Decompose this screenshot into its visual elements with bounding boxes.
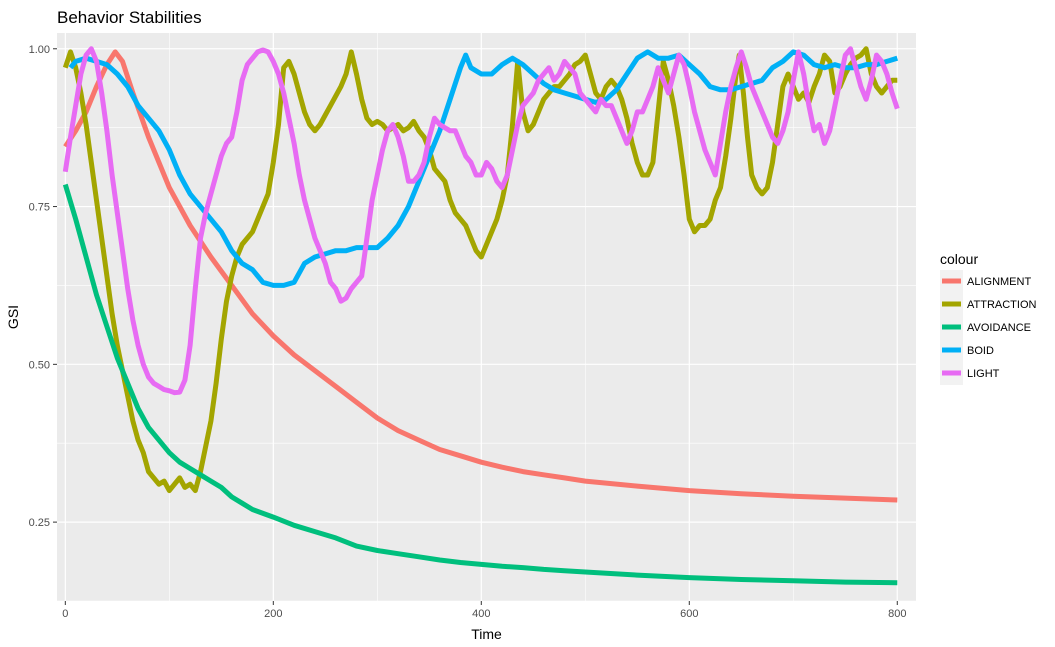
y-tick-label: 0.25	[29, 517, 50, 529]
series-line-attraction	[62, 46, 898, 494]
x-axis-title: Time	[471, 626, 502, 642]
legend-label-light: LIGHT	[967, 368, 1000, 380]
chart-title: Behavior Stabilities	[57, 8, 202, 27]
series-line-alignment	[63, 49, 898, 503]
y-axis-title: GSI	[5, 305, 21, 329]
y-tick-label: 0.75	[29, 202, 50, 214]
axis-ticks: 0 200 400 600 800 0.25 0.50 0.75 1.00	[29, 44, 907, 620]
legend-title: colour	[940, 251, 978, 267]
x-tick-label: 800	[888, 608, 906, 620]
series-line-avoidance	[62, 183, 898, 586]
legend: colour ALIGNMENT ATTRACTION AVOIDANCE BOID L…	[940, 251, 1037, 385]
x-tick-label: 0	[62, 608, 68, 620]
legend-label-boid: BOID	[967, 345, 994, 357]
series-lines	[62, 46, 900, 586]
legend-label-avoidance: AVOIDANCE	[967, 322, 1031, 334]
x-tick-label: 200	[264, 608, 282, 620]
y-tick-label: 1.00	[29, 44, 50, 56]
legend-label-alignment: ALIGNMENT	[967, 276, 1031, 288]
x-tick-label: 400	[472, 608, 490, 620]
series-line-light	[62, 46, 900, 396]
x-tick-label: 600	[680, 608, 698, 620]
y-tick-label: 0.50	[29, 359, 50, 371]
legend-label-attraction: ATTRACTION	[967, 299, 1037, 311]
